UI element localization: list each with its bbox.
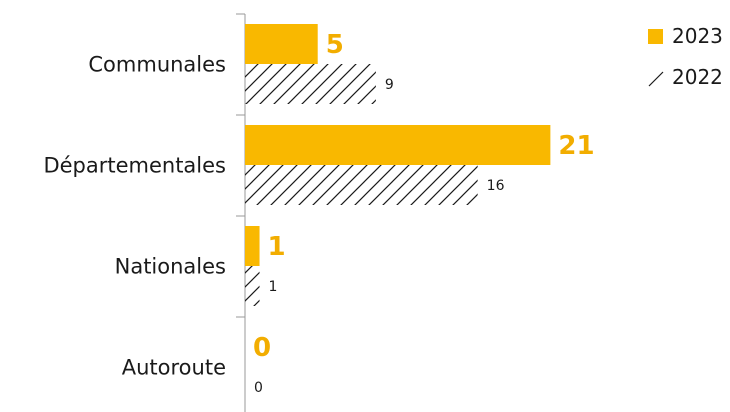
value-label-2023: 0 (253, 333, 271, 363)
bar-2022 (245, 64, 376, 104)
bar-2023 (245, 24, 318, 64)
category-label: Autoroute (122, 356, 226, 380)
value-label-2022: 0 (254, 380, 263, 396)
legend-label-2022: 2022 (672, 65, 723, 89)
value-label-2023: 5 (326, 30, 344, 60)
legend-label-2023: 2023 (672, 24, 723, 48)
category-label: Nationales (115, 255, 226, 279)
category-label: Départementales (43, 154, 226, 178)
bar-2023 (245, 226, 260, 266)
category-labels: Communales 5 9 Départementales 21 16 Nationale… (43, 30, 594, 396)
value-label-2022: 9 (385, 77, 394, 93)
value-label-2022: 1 (269, 279, 278, 295)
legend-swatch-2023 (648, 29, 663, 44)
bar-2023 (245, 125, 551, 165)
category-axis (236, 13, 246, 412)
category-label: Communales (88, 53, 226, 77)
legend: 2023 2022 (648, 24, 723, 89)
bar-2022 (245, 266, 260, 306)
value-label-2023: 1 (268, 232, 286, 262)
bar-2022 (245, 165, 478, 205)
legend-swatch-2022 (648, 71, 664, 87)
value-label-2022: 16 (487, 178, 505, 194)
value-label-2023: 21 (558, 131, 594, 161)
bars (245, 24, 551, 306)
